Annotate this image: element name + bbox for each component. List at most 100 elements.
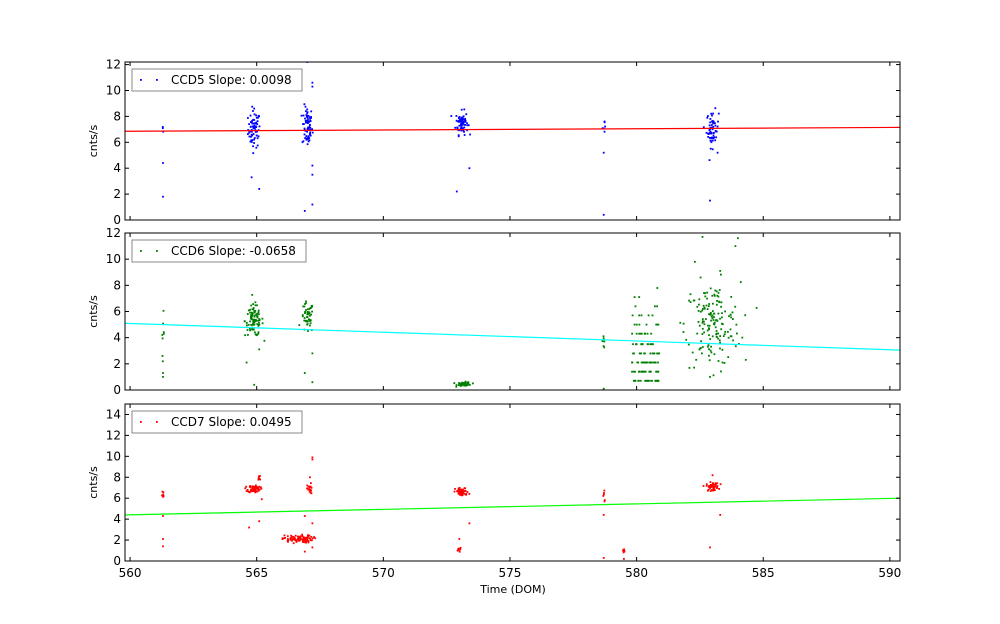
data-point [254,122,257,125]
x-tick-label: 580 [625,566,648,580]
data-point [633,323,636,326]
data-point [250,304,253,307]
data-point [720,301,723,304]
data-point [631,361,633,364]
data-point [708,313,710,315]
data-point [455,119,458,122]
data-point [716,294,719,297]
data-point [647,343,649,346]
data-point [256,130,258,133]
data-point [704,295,707,298]
data-point [257,116,259,119]
data-point [303,515,306,517]
data-point [252,133,255,135]
data-point [654,305,656,308]
data-point [720,305,722,308]
data-point [604,125,606,128]
data-point [709,139,712,142]
data-point [252,319,255,322]
legend-box [131,410,303,434]
data-point [252,152,255,154]
x-tick-label: 565 [245,566,268,580]
data-point [261,317,264,320]
fit-line [125,497,900,516]
legend-marker [140,79,142,81]
data-point [710,315,713,318]
data-point [463,130,465,133]
data-point [710,131,713,134]
data-point [246,324,248,327]
data-point [704,292,707,295]
data-point [310,489,312,492]
data-point [723,333,726,336]
data-point [712,125,715,128]
data-point [250,135,252,138]
data-point [459,118,461,121]
data-point [309,319,312,322]
data-point [307,330,309,332]
data-point [291,539,293,542]
data-point [711,474,714,477]
data-point [308,486,311,489]
data-point [161,494,163,497]
data-point [308,537,311,539]
data-point [707,344,710,346]
data-point [744,358,747,361]
x-tick-label: 590 [878,566,901,580]
data-point [464,117,466,120]
data-point [305,110,307,113]
data-point [298,324,301,326]
data-point [466,383,468,385]
data-point [715,290,718,293]
data-point [715,332,718,335]
data-point [456,549,459,552]
data-point [741,336,744,339]
data-point [287,538,289,540]
data-point [258,348,261,351]
data-point [460,383,462,386]
data-point [291,538,294,541]
data-point [307,140,310,143]
data-point [713,316,715,318]
data-point [250,489,252,492]
data-point [709,147,712,150]
x-tick-label: 570 [372,566,395,580]
data-point [284,537,286,539]
data-point [631,332,633,335]
data-point [643,361,645,364]
data-point [457,547,460,550]
data-point [463,382,466,385]
data-point [252,303,254,305]
data-point [251,314,254,317]
data-point [713,294,716,297]
data-point [715,130,718,133]
data-point [711,317,714,320]
data-point [309,120,312,122]
data-point [458,490,460,493]
data-point [716,487,718,489]
data-point [710,351,713,354]
data-point [632,343,634,346]
data-point [709,546,711,549]
data-point [304,303,306,305]
data-point [307,135,310,138]
data-point [307,114,310,117]
data-point [687,343,690,346]
data-point [651,314,654,317]
data-point [706,308,709,310]
data-point [603,120,606,123]
data-point [719,270,722,272]
data-point [455,115,458,117]
data-point [460,129,463,132]
data-point [162,372,164,374]
data-point [709,199,711,202]
data-point [641,343,644,346]
data-point [253,383,256,386]
data-point [260,498,263,501]
data-point [306,143,309,146]
y-tick-label: 6 [113,491,121,505]
data-point [656,305,658,308]
data-point [696,332,699,335]
data-point [710,132,712,135]
data-point [460,125,463,128]
